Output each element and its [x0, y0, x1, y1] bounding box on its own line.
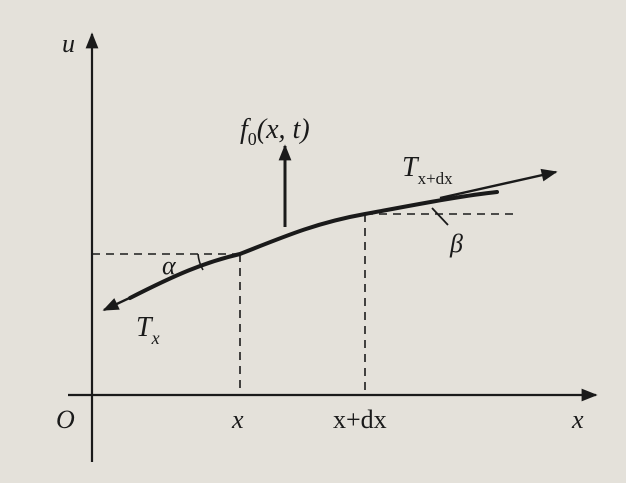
beta-mark — [431, 207, 449, 226]
vertical-axis-label: u — [62, 29, 75, 58]
horizontal-axis-label: x — [571, 405, 584, 434]
tick-label-x-plus-dx: x+dx — [333, 405, 387, 434]
tick-label-x: x — [231, 405, 244, 434]
string-curve — [128, 190, 499, 300]
tension-arrow-right — [439, 168, 558, 200]
force-label-args: (x, t) — [257, 114, 310, 145]
origin-label: O — [56, 405, 75, 434]
tension-arrow-left — [102, 276, 173, 312]
tension-label-right: Tx+dx — [402, 152, 453, 188]
force-label: f0(x, t) — [240, 114, 310, 149]
tension-left-subscript: x — [151, 328, 160, 348]
beta-label: β — [449, 229, 463, 258]
tension-right-subscript: x+dx — [418, 169, 454, 188]
force-label-subscript: 0 — [248, 129, 257, 149]
tension-label-left: Tx — [136, 312, 160, 348]
alpha-label: α — [162, 251, 177, 280]
alpha-arc — [197, 253, 204, 271]
tension-right-main: T — [402, 152, 420, 183]
tension-left-main: T — [136, 312, 154, 343]
force-label-main: f — [240, 114, 251, 145]
